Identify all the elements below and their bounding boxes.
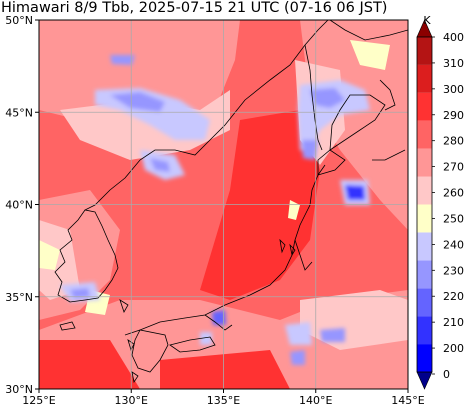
map-axes: 125°E 130°E 135°E 140°E 145°E 30°N 35°N 40°N 45°… xyxy=(5,14,425,407)
colorbar-label: 310 xyxy=(443,57,464,70)
colorbar-segment xyxy=(417,120,432,149)
colorbar-label: 0 xyxy=(443,368,450,381)
colorbar-segment xyxy=(417,232,432,261)
lat-tick-label: 45°N xyxy=(5,106,33,119)
colorbar-label: 300 xyxy=(443,83,464,96)
lat-tick-label: 30°N xyxy=(5,383,33,396)
colorbar: 0 200 210 220 230 240 250 260 270 280 290 300 310 400… xyxy=(416,14,464,390)
colorbar-label: 200 xyxy=(443,342,464,355)
colorbar-label: 250 xyxy=(443,212,464,225)
colorbar-label: 220 xyxy=(443,290,464,303)
gridlines xyxy=(39,20,408,389)
colorbar-segment xyxy=(417,37,432,65)
lon-tick-label: 145°E xyxy=(391,394,424,407)
lat-tick-label: 50°N xyxy=(5,14,33,27)
colorbar-label: 400 xyxy=(443,31,464,44)
colorbar-label: 290 xyxy=(443,109,464,122)
colorbar-label: 280 xyxy=(443,135,464,148)
colorbar-label: 240 xyxy=(443,238,464,251)
map-title: Himawari 8/9 Tbb, 2025-07-15 21 UTC (07-… xyxy=(1,0,388,16)
colorbar-segment xyxy=(417,260,432,289)
colorbar-segment xyxy=(417,148,432,177)
colorbar-segment xyxy=(417,64,432,93)
colorbar-segment xyxy=(417,92,432,121)
colorbar-label: 270 xyxy=(443,161,464,174)
lon-tick-label: 130°E xyxy=(115,394,148,407)
tbb-field xyxy=(39,20,408,389)
colorbar-segment xyxy=(417,204,432,233)
colorbar-label: 210 xyxy=(443,316,464,329)
lat-tick-label: 35°N xyxy=(5,291,33,304)
colorbar-frame xyxy=(416,36,433,373)
colorbar-extend-min xyxy=(416,371,433,390)
colorbar-unit: K xyxy=(423,14,431,27)
colorbar-segment xyxy=(417,316,432,345)
lon-tick-label: 135°E xyxy=(207,394,240,407)
coastlines xyxy=(54,20,408,384)
lon-tick-label: 140°E xyxy=(299,394,332,407)
colorbar-segment xyxy=(417,288,432,317)
lon-tick-label: 125°E xyxy=(22,394,55,407)
colorbar-label: 230 xyxy=(443,264,464,277)
lat-tick-label: 40°N xyxy=(5,199,33,212)
colorbar-segment xyxy=(417,344,432,372)
colorbar-segment xyxy=(417,176,432,205)
colorbar-label: 260 xyxy=(443,187,464,200)
